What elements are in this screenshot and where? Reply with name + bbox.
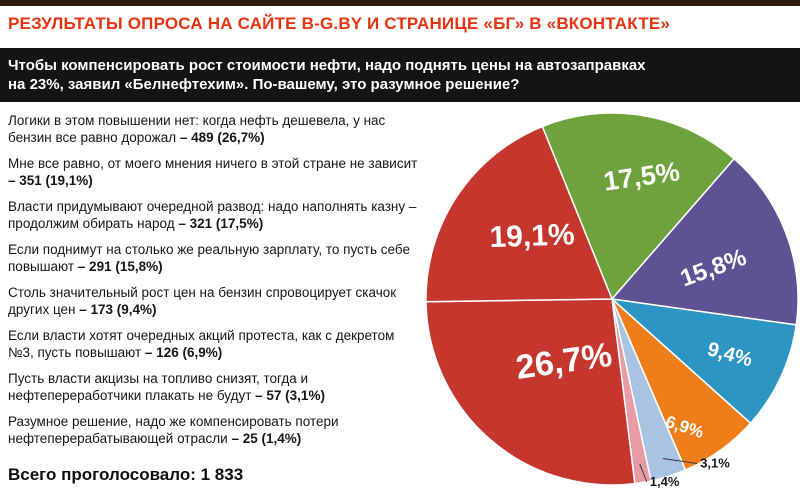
- answer-value: – 489 (26,7%): [179, 130, 265, 145]
- page-title: РЕЗУЛЬТАТЫ ОПРОСА НА САЙТЕ B-G.BY И СТРА…: [8, 14, 671, 33]
- pie-label-3,1%: 3,1%: [700, 456, 730, 471]
- pie-label-leader-line: [639, 463, 648, 483]
- answer-item: Разумное решение, надо же компенсировать…: [8, 413, 418, 447]
- pie-label-1,4%: 1,4%: [650, 474, 680, 489]
- answer-value: – 321 (17,5%): [178, 216, 264, 231]
- pie-label-leader-line: [662, 458, 698, 464]
- question-banner: Чтобы компенсировать рост стоимости нефт…: [0, 48, 800, 102]
- answer-item: Власти придумывают очередной развод: над…: [8, 198, 418, 232]
- answer-item: Пусть власти акцизы на топливо снизят, т…: [8, 370, 418, 404]
- question-text: Чтобы компенсировать рост стоимости нефт…: [8, 57, 646, 93]
- total-votes: Всего проголосовало: 1 833: [8, 465, 244, 484]
- answer-text: Если поднимут на столько же реальную зар…: [8, 242, 410, 274]
- answer-item: Столь значительный рост цен на бензин сп…: [8, 284, 418, 318]
- answer-value: – 291 (15,8%): [77, 259, 163, 274]
- answer-text: Пусть власти акцизы на топливо снизят, т…: [8, 371, 309, 403]
- answer-value: – 57 (3,1%): [255, 388, 325, 403]
- answer-text: Мне все равно, от моего мнения ничего в …: [8, 156, 418, 171]
- answer-item: Мне все равно, от моего мнения ничего в …: [8, 155, 418, 189]
- answer-value: – 126 (6,9%): [144, 345, 223, 360]
- answers-list: Логики в этом повышении нет: когда нефть…: [8, 112, 418, 456]
- pie-slice-17,5%: [541, 112, 735, 300]
- answer-item: Логики в этом повышении нет: когда нефть…: [8, 112, 418, 146]
- answer-item: Если власти хотят очередных акций протес…: [8, 327, 418, 361]
- answer-text: Логики в этом повышении нет: когда нефть…: [8, 113, 386, 145]
- pie-slice-15,8%: [611, 158, 799, 326]
- answer-text: Разумное решение, надо же компенсировать…: [8, 414, 339, 446]
- answer-text: Власти придумывают очередной развод: над…: [8, 199, 417, 231]
- pie-slice-26,7%: [425, 298, 636, 486]
- top-divider-bar: [0, 0, 800, 6]
- pie-label-19,1%: 19,1%: [489, 218, 575, 254]
- poll-pie-chart: 17,5%15,8%9,4%6,9%3,1%1,4%26,7%19,1%: [425, 112, 799, 489]
- answer-value: – 173 (9,4%): [79, 302, 157, 317]
- pie-slice-9,4%: [611, 298, 797, 424]
- answer-value: – 25 (1,4%): [231, 431, 302, 446]
- answer-text: Столь значительный рост цен на бензин сп…: [8, 285, 397, 317]
- answer-text: Если власти хотят очередных акций протес…: [8, 328, 395, 360]
- answer-value: – 351 (19,1%): [8, 173, 93, 188]
- pie-slice-19,1%: [425, 125, 613, 303]
- answer-item: Если поднимут на столько же реальную зар…: [8, 241, 418, 275]
- pie-chart-area: 17,5% 15,8% 9,4% 6,9% 3,1% 1,4% 26,7% 19,1%: [415, 104, 800, 491]
